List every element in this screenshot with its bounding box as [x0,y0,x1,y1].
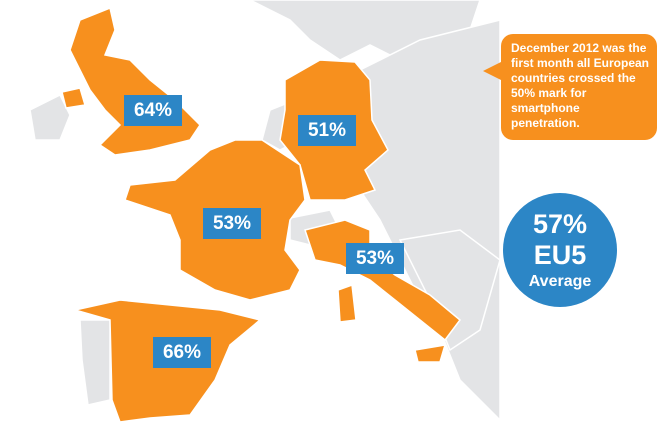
country-italy [304,219,462,342]
label-france: 53% [203,208,261,239]
average-label: Average [528,273,592,290]
country-northern-ireland [61,87,86,109]
country-uk [69,6,201,156]
average-value: 57% [532,209,588,239]
land-ireland [29,93,71,141]
label-uk: 64% [124,95,182,126]
label-italy: 53% [346,243,404,274]
callout-note: December 2012 was the first month all Eu… [483,34,657,140]
label-germany: 51% [298,115,356,146]
land-portugal [79,319,111,406]
country-sicily [414,344,447,363]
country-sardinia [337,283,357,323]
eu5-average-badge: 57% EU5 Average [503,193,617,307]
label-spain: 66% [153,337,211,368]
average-group: EU5 [533,240,587,270]
